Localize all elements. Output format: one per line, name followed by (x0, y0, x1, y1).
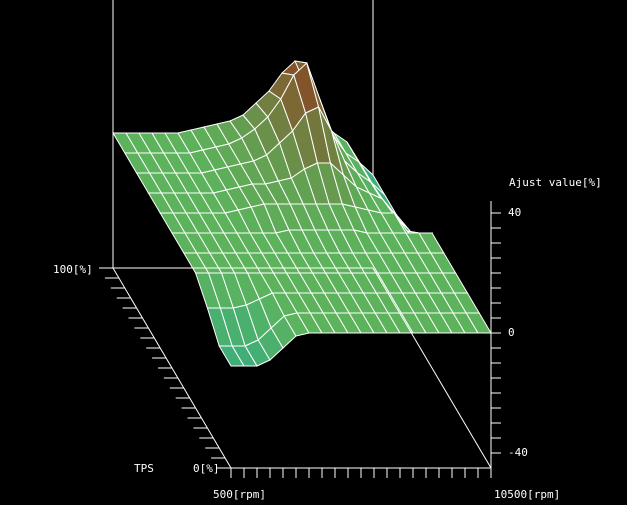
tps-min-label: 0[%] (193, 462, 220, 475)
tps-axis-title: TPS (134, 462, 154, 475)
z-tick-label-0: 0 (508, 326, 515, 339)
z-tick-label-minus40: -40 (508, 446, 528, 459)
tps-max-label: 100[%] (53, 263, 93, 276)
surface-cell (465, 312, 492, 334)
floor-right-line (372, 267, 492, 469)
rpm-min-label: 500[rpm] (213, 488, 266, 501)
z-tick-label-40: 40 (508, 206, 522, 219)
z-axis-title: Ajust value[%] (509, 176, 602, 189)
rpm-max-label: 10500[rpm] (494, 488, 561, 501)
